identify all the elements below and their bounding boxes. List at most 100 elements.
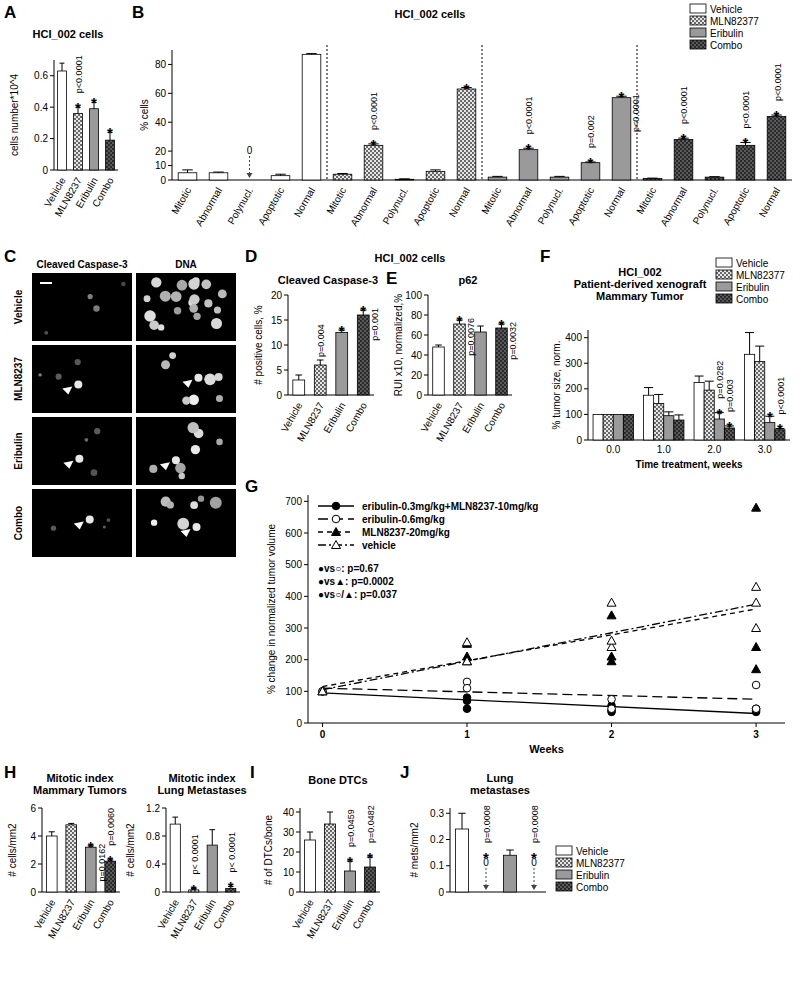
y-tick-label: 0 [42, 165, 48, 176]
point [608, 695, 616, 703]
y-tick-label: 300 [565, 358, 582, 369]
error-bar [317, 360, 324, 365]
y-tick-label: 2 [30, 859, 36, 870]
bar [496, 328, 508, 395]
cell [189, 304, 198, 313]
y-tick [304, 691, 308, 692]
bar [767, 116, 786, 180]
x-tick-label: Mitotic [634, 186, 658, 217]
cell [193, 313, 200, 320]
y-tick-label: 0 [160, 175, 166, 186]
row-label: Eribulin [13, 432, 24, 469]
y-tick [424, 335, 428, 336]
panel-label: D [245, 247, 257, 266]
cell [214, 306, 221, 313]
bar-chart: IBone DTCs010203040# of DTCs/boneVehicle… [250, 763, 380, 941]
y-axis-label: cells number*10^4 [9, 74, 20, 156]
bar-chart: HMitotic indexMammary Tumors0246# cells/… [4, 763, 127, 941]
y-tick-label: 0.4 [34, 102, 48, 113]
significance-star: * [726, 418, 732, 435]
micrograph [32, 345, 132, 413]
error-bar [664, 412, 673, 416]
error-bar [49, 832, 55, 836]
error-line [320, 360, 321, 365]
title: Lung Metastases [157, 784, 246, 796]
significance-star: * [588, 154, 594, 171]
zero-label: 0 [247, 145, 253, 156]
bar [178, 173, 197, 180]
p-value: p< 0.0001 [227, 832, 237, 872]
legend-swatch [556, 846, 572, 855]
y-tick-label: 100 [405, 290, 422, 301]
y-tick [446, 839, 450, 840]
panel-label: A [4, 3, 16, 22]
significance-star: * [464, 80, 470, 97]
y-axis [450, 808, 451, 892]
y-tick-label: 40 [155, 117, 167, 128]
y-tick [38, 836, 42, 837]
y-tick-label: 80 [411, 310, 423, 321]
y-tick-label: 6 [30, 803, 36, 814]
bar [488, 177, 507, 180]
y-tick-label: 0 [576, 435, 582, 446]
cell [211, 318, 222, 329]
y-tick-label: 0 [30, 887, 36, 898]
legend-marker [332, 541, 341, 549]
x-tick-label: Mitotic [479, 186, 503, 217]
panel-label: E [386, 269, 397, 288]
x-tick-label: Mitotic [169, 186, 193, 217]
cell [216, 395, 223, 402]
y-tick-label: 300 [285, 623, 302, 634]
cell [38, 373, 41, 376]
title: Lung [487, 772, 514, 784]
y-tick [304, 596, 308, 597]
x-tick-label: 3.0 [758, 444, 772, 455]
significance-star: * [499, 316, 505, 333]
cell [107, 518, 111, 522]
cell [56, 374, 62, 380]
y-tick [446, 865, 450, 866]
error-cap [647, 178, 657, 179]
bar [293, 380, 305, 395]
x-tick-label: Normal [292, 186, 318, 219]
micrograph [32, 273, 132, 341]
p-value: p=0.003 [725, 379, 735, 412]
legend-marker [332, 502, 340, 510]
y-tick [584, 388, 588, 389]
significance-star: * [91, 94, 97, 111]
cell [216, 439, 223, 446]
y-tick-label: 20 [283, 847, 295, 858]
point [752, 624, 761, 632]
x-tick-label: MLN8237 [305, 897, 336, 940]
x-tick-label: MLN8237 [295, 400, 326, 443]
legend-swatch [690, 40, 706, 49]
legend-label: Vehicle [576, 846, 609, 857]
x-tick-label: MLN8237 [46, 897, 77, 940]
cell [51, 525, 56, 530]
error-bar [705, 381, 714, 390]
bar [325, 824, 336, 892]
y-axis [42, 808, 43, 892]
significance-star: * [107, 124, 113, 141]
x-tick [467, 723, 468, 727]
p-value: p=0.0482 [366, 805, 376, 843]
significance-star: * [716, 405, 722, 422]
legend-label: Vehicle [736, 258, 769, 269]
trend-line [322, 609, 756, 687]
error-cap [275, 174, 285, 175]
error-line [709, 381, 710, 390]
point [463, 697, 471, 705]
point [752, 681, 760, 689]
trend-line [322, 693, 756, 714]
x-tick-label: Abnormal [658, 186, 689, 229]
x-tick-label: Combo [211, 897, 237, 931]
legend-label: MLN82377 [736, 270, 785, 281]
y-axis [308, 495, 309, 723]
y-tick [424, 395, 428, 396]
cell [91, 469, 98, 476]
y-tick [304, 628, 308, 629]
point [752, 582, 761, 590]
bar-chart: FHCI_002Patient-derived xenograftMammary… [540, 247, 790, 470]
x-tick [756, 723, 757, 727]
point [463, 638, 472, 646]
